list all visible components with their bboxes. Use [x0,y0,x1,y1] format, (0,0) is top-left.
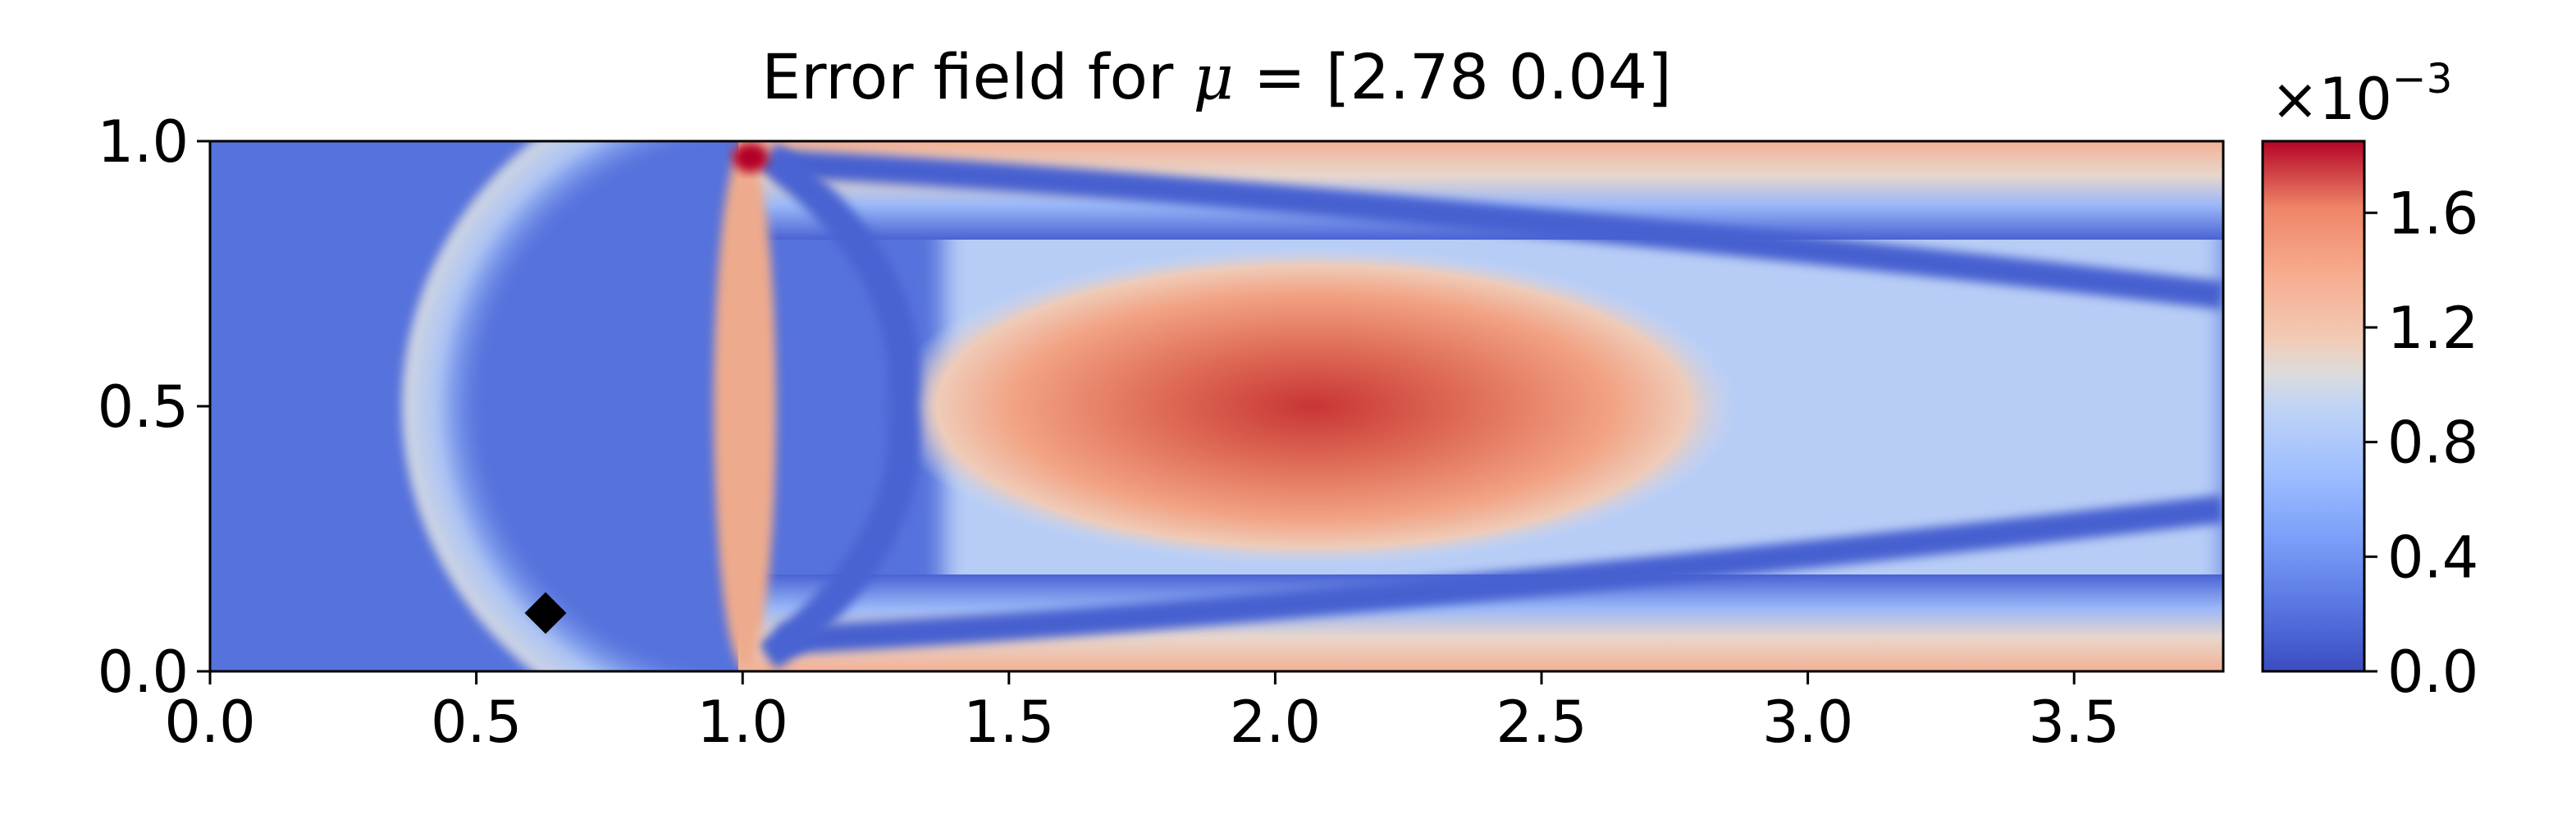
colorbar-scale-exponent: −3 [2392,55,2453,103]
error-field-heatmap [210,141,2223,671]
field-lower-dark-streak [779,495,2223,654]
field-top-corner-hotspot [733,143,769,172]
y-tick-label: 0.0 [98,638,189,706]
x-tick-label: 3.5 [2029,689,2120,756]
x-tick-label: 1.0 [697,689,788,756]
field-crescent [757,142,921,671]
field-upper-dark-streak [779,150,2223,309]
x-tick-label: 0.0 [164,689,255,756]
colorbar-tick-label: 0.4 [2387,524,2478,591]
x-tick-label: 2.5 [1496,689,1587,756]
colorbar-scale-base: ×10 [2271,66,2392,133]
field-central-hotspot [886,246,1739,566]
colorbar-tick-label: 1.6 [2387,180,2478,247]
x-tick-label: 1.5 [963,689,1054,756]
y-tick-label: 1.0 [98,108,189,176]
title-mu-symbol: μ [1193,40,1233,113]
title-suffix: = [2.78 0.04] [1234,40,1672,113]
probe-diamond-marker [524,592,567,634]
x-axis: 0.0 0.5 1.0 1.5 2.0 2.5 3.0 3.5 [164,671,2120,756]
colorbar-tick-label: 0.0 [2387,638,2478,706]
x-tick-label: 2.0 [1230,689,1321,756]
colorbar-tick-label: 1.2 [2387,295,2478,362]
chart-title: Error field for μ = [2.78 0.04] [761,40,1672,113]
y-axis: 0.0 0.5 1.0 [98,108,210,706]
field-vertical-lens [714,144,776,669]
x-tick-label: 0.5 [431,689,522,756]
title-prefix: Error field for [761,40,1193,113]
colorbar-scale-label: ×10−3 [2271,55,2452,133]
colorbar-tick-label: 0.8 [2387,410,2478,477]
colorbar-axis: 0.0 0.4 0.8 1.2 1.6 [2364,180,2478,706]
y-tick-label: 0.5 [98,373,189,441]
x-tick-label: 3.0 [1762,689,1853,756]
colorbar [2261,140,2366,673]
